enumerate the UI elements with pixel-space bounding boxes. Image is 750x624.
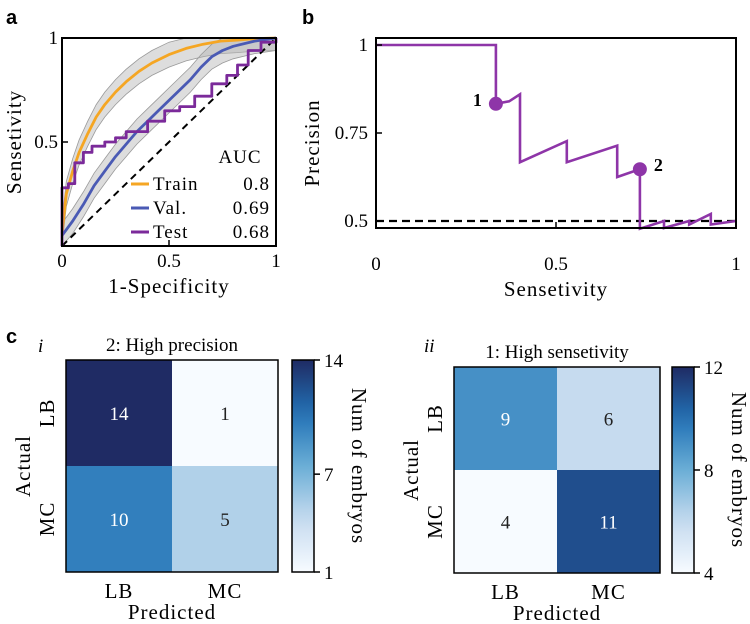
roc-legend-auc: 0.69 <box>233 198 270 219</box>
roc-legend-auc: 0.8 <box>243 174 270 195</box>
cm-cell <box>66 466 172 572</box>
cm-colorbar-tick-label: 1 <box>324 563 334 584</box>
roc-xtick-label: 1 <box>271 251 281 272</box>
cm-cell <box>454 470 557 573</box>
panel-label-c-ii: ii <box>424 336 435 357</box>
cm-cell-value: 5 <box>220 510 230 531</box>
cm-cell-value: 4 <box>501 513 511 534</box>
roc-legend-name: Train <box>153 174 198 195</box>
pr-xtick-label: 0 <box>371 254 381 275</box>
cm-cell-value: 1 <box>220 404 230 425</box>
cm-cell-value: 14 <box>110 404 130 425</box>
pr-xtick-label: 0.5 <box>544 254 568 275</box>
roc-legend-title: AUC <box>218 147 261 168</box>
pr-ytick-label: 1 <box>359 35 369 56</box>
roc-chart: 0 0.5 1 0.5 1 1-Specificity Sensetivity AUC Trai… <box>2 28 281 298</box>
cm-cell-value: 11 <box>599 513 617 534</box>
cm-colorbar <box>291 359 315 573</box>
cm-cell <box>172 360 278 466</box>
roc-y-axis-label: Sensetivity <box>2 90 26 194</box>
cm-row-label: MC <box>35 502 59 537</box>
roc-line-val <box>60 36 277 237</box>
pr-x-axis-label: Sensetivity <box>504 277 608 301</box>
cm-cell-value: 10 <box>110 510 129 531</box>
pr-ytick-label: 0.75 <box>335 123 368 144</box>
panel-label-c: c <box>6 326 17 348</box>
roc-chance-line <box>61 37 277 247</box>
precision-recall-chart: 1 2 0 0.5 1 0.5 0.75 1 Sensetivity Precision <box>300 35 741 301</box>
roc-ytick-label: 1 <box>49 28 59 49</box>
cm-cell-value: 6 <box>604 410 614 431</box>
cm-colorbar-tick-label: 12 <box>704 358 723 379</box>
roc-xtick-label: 0 <box>57 251 67 272</box>
cm-cell <box>172 466 278 572</box>
cm-col-label: LB <box>105 579 134 603</box>
panel-label-a: a <box>6 7 18 29</box>
cm-y-axis-label: Actual <box>11 435 35 497</box>
panel-label-c-i: i <box>38 336 43 357</box>
cm-title: 2: High precision <box>106 335 238 356</box>
roc-ytick-label: 0.5 <box>34 132 58 153</box>
roc-legend-name: Val. <box>153 198 187 219</box>
pr-xtick-label: 1 <box>731 254 741 275</box>
cm-row-label: LB <box>423 404 447 433</box>
roc-legend-auc: 0.68 <box>233 222 270 243</box>
cm-y-axis-label: Actual <box>399 439 423 501</box>
pr-y-axis-label: Precision <box>300 99 324 186</box>
cm-colorbar-tick-label: 4 <box>704 564 714 585</box>
pr-operating-point-2 <box>632 162 647 177</box>
roc-xtick-label: 0.5 <box>157 251 181 272</box>
pr-operating-point-label-2: 2 <box>654 155 663 175</box>
pr-ytick-label: 0.5 <box>344 211 368 232</box>
panel-label-b: b <box>302 7 314 29</box>
cm-colorbar <box>671 366 695 574</box>
cm-x-axis-label: Predicted <box>513 601 601 624</box>
pr-axes-frame <box>375 37 737 229</box>
roc-line-train <box>60 36 277 234</box>
cm-title: 1: High sensetivity <box>485 342 629 363</box>
cm-cell <box>557 470 660 573</box>
cm-colorbar-tick-label: 14 <box>324 351 344 372</box>
cm-col-label: MC <box>591 580 626 604</box>
pr-operating-point-label-1: 1 <box>473 90 482 110</box>
cm-frame <box>453 366 661 574</box>
cm-cell <box>454 367 557 470</box>
cm-col-label: MC <box>208 579 243 603</box>
cm-x-axis-label: Predicted <box>128 600 216 624</box>
pr-operating-point-1 <box>488 96 503 111</box>
cm-colorbar-tick-label: 7 <box>324 465 334 486</box>
cm-colorbar-label: Num of embryos <box>347 388 371 544</box>
cm-cell-value: 9 <box>501 410 511 431</box>
roc-line-test <box>60 38 278 246</box>
cm-cell <box>557 367 660 470</box>
cm-colorbar-label: Num of embryos <box>727 392 750 548</box>
roc-x-axis-label: 1-Specificity <box>108 274 229 298</box>
pr-curve-line <box>376 43 737 231</box>
cm-row-label: LB <box>35 399 59 428</box>
roc-legend-name: Test <box>153 222 188 243</box>
cm-row-label: MC <box>423 504 447 539</box>
cm-colorbar-tick-label: 8 <box>704 461 714 482</box>
cm-cell <box>66 360 172 466</box>
cm-col-label: LB <box>491 580 520 604</box>
cm-frame <box>65 359 279 573</box>
